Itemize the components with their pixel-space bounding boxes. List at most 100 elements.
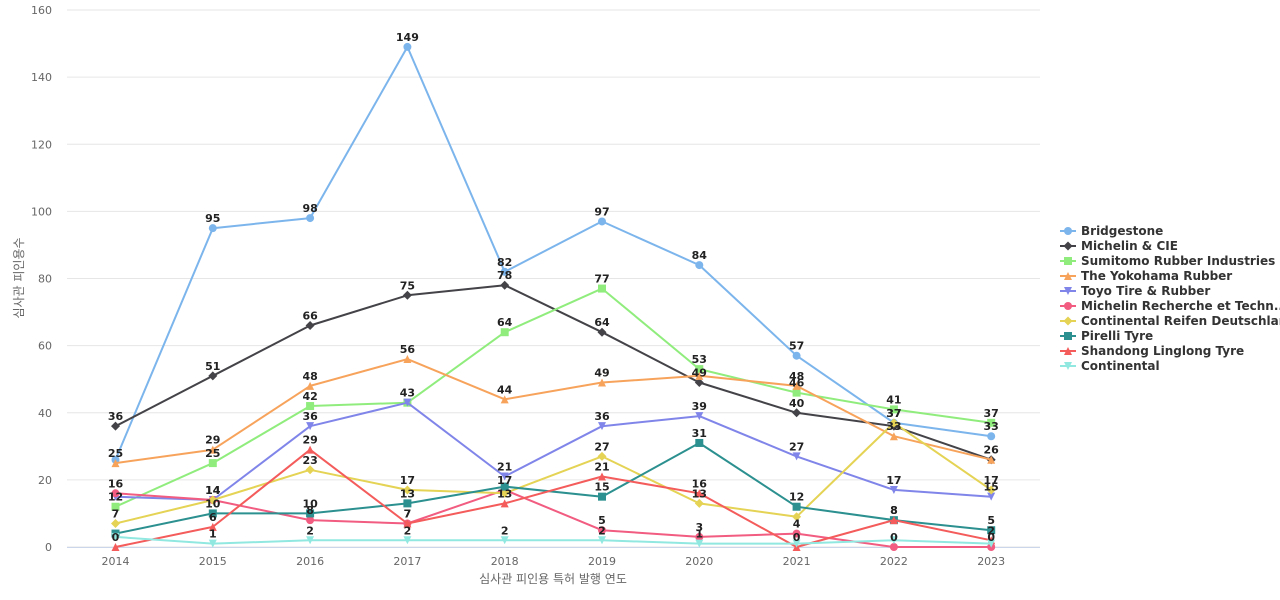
data-point[interactable] <box>598 492 606 501</box>
legend-marker[interactable] <box>1064 272 1072 280</box>
data-point[interactable] <box>306 214 315 223</box>
data-point[interactable] <box>598 472 606 481</box>
data-point[interactable] <box>694 498 704 508</box>
data-point[interactable] <box>695 438 704 447</box>
data-point[interactable] <box>500 488 510 498</box>
data-point[interactable] <box>111 459 120 468</box>
series-line[interactable] <box>115 284 992 461</box>
data-point[interactable] <box>403 499 412 508</box>
data-point[interactable] <box>403 398 412 407</box>
legend-marker[interactable] <box>1064 347 1072 355</box>
series-line[interactable] <box>115 488 992 548</box>
data-point[interactable] <box>792 408 802 418</box>
data-point[interactable] <box>597 451 607 461</box>
legend-marker[interactable] <box>1064 287 1072 295</box>
data-point[interactable] <box>111 502 120 511</box>
data-point[interactable] <box>792 452 801 461</box>
legend-marker[interactable] <box>1063 316 1073 326</box>
legend-item[interactable]: Michelin & CIE <box>1060 239 1178 253</box>
legend-item[interactable]: Bridgestone <box>1060 224 1163 238</box>
data-point[interactable] <box>208 495 218 505</box>
data-point[interactable] <box>598 526 606 535</box>
data-point[interactable] <box>306 422 315 431</box>
legend-marker[interactable] <box>1064 227 1072 235</box>
series-line[interactable] <box>115 287 992 508</box>
legend-item[interactable]: Toyo Tire & Rubber <box>1060 284 1210 298</box>
data-point[interactable] <box>208 445 217 454</box>
legend-item[interactable]: Pirelli Tyre <box>1060 329 1153 343</box>
data-point[interactable] <box>987 455 996 464</box>
series-line[interactable] <box>115 535 992 545</box>
data-point[interactable] <box>402 290 412 300</box>
data-point[interactable] <box>208 371 218 381</box>
data-point[interactable] <box>792 502 801 511</box>
data-point[interactable] <box>500 395 509 404</box>
series-line[interactable] <box>115 442 992 535</box>
data-point[interactable] <box>792 351 801 360</box>
data-point[interactable] <box>694 378 704 388</box>
data-point[interactable] <box>403 355 412 364</box>
series-line[interactable] <box>115 358 992 465</box>
data-point[interactable] <box>111 489 120 498</box>
data-point[interactable] <box>987 432 996 441</box>
data-point[interactable] <box>208 522 217 531</box>
data-point[interactable] <box>792 512 802 522</box>
data-point[interactable] <box>208 224 217 233</box>
legend-marker[interactable] <box>1064 257 1072 265</box>
data-point[interactable] <box>111 519 120 529</box>
legend-marker[interactable] <box>1064 302 1072 310</box>
data-point[interactable] <box>111 532 120 541</box>
data-point[interactable] <box>306 516 315 525</box>
legend-marker[interactable] <box>1063 241 1073 251</box>
data-point[interactable] <box>306 509 315 518</box>
legend-item[interactable]: Sumitomo Rubber Industries <box>1060 254 1275 268</box>
data-point[interactable] <box>402 485 412 495</box>
data-point[interactable] <box>500 328 509 337</box>
data-point[interactable] <box>792 529 801 538</box>
data-point[interactable] <box>695 371 704 380</box>
data-point[interactable] <box>111 421 120 431</box>
data-point[interactable] <box>403 519 412 528</box>
data-point[interactable] <box>208 539 217 548</box>
data-point[interactable] <box>987 492 996 501</box>
data-point[interactable] <box>987 526 996 535</box>
data-point[interactable] <box>889 485 898 494</box>
data-point[interactable] <box>987 539 996 548</box>
series-line[interactable] <box>114 45 992 461</box>
data-point[interactable] <box>792 388 801 397</box>
data-point[interactable] <box>306 536 315 545</box>
data-point[interactable] <box>403 42 412 51</box>
data-point[interactable] <box>889 418 899 428</box>
data-point[interactable] <box>889 432 898 441</box>
data-point[interactable] <box>792 381 801 390</box>
data-point[interactable] <box>695 365 704 374</box>
data-point[interactable] <box>598 284 606 293</box>
data-point[interactable] <box>111 543 120 551</box>
data-point[interactable] <box>306 381 315 390</box>
data-point[interactable] <box>305 465 315 475</box>
data-point[interactable] <box>500 267 509 276</box>
series-line[interactable] <box>115 448 992 548</box>
data-point[interactable] <box>598 536 606 545</box>
data-point[interactable] <box>889 516 898 525</box>
series-line[interactable] <box>115 421 992 525</box>
data-point[interactable] <box>500 536 509 545</box>
data-point[interactable] <box>500 482 509 491</box>
data-point[interactable] <box>597 327 607 337</box>
legend-item[interactable]: The Yokohama Rubber <box>1060 269 1232 283</box>
data-point[interactable] <box>889 536 898 545</box>
data-point[interactable] <box>598 217 606 226</box>
data-point[interactable] <box>598 378 606 387</box>
data-point[interactable] <box>695 539 704 548</box>
data-point[interactable] <box>598 422 606 431</box>
legend-marker[interactable] <box>1064 332 1072 340</box>
data-point[interactable] <box>500 472 509 481</box>
data-point[interactable] <box>695 261 704 270</box>
data-point[interactable] <box>889 405 898 414</box>
data-point[interactable] <box>208 459 217 468</box>
data-point[interactable] <box>987 418 996 427</box>
data-point[interactable] <box>305 320 315 330</box>
data-point[interactable] <box>889 543 898 551</box>
data-point[interactable] <box>403 536 412 545</box>
